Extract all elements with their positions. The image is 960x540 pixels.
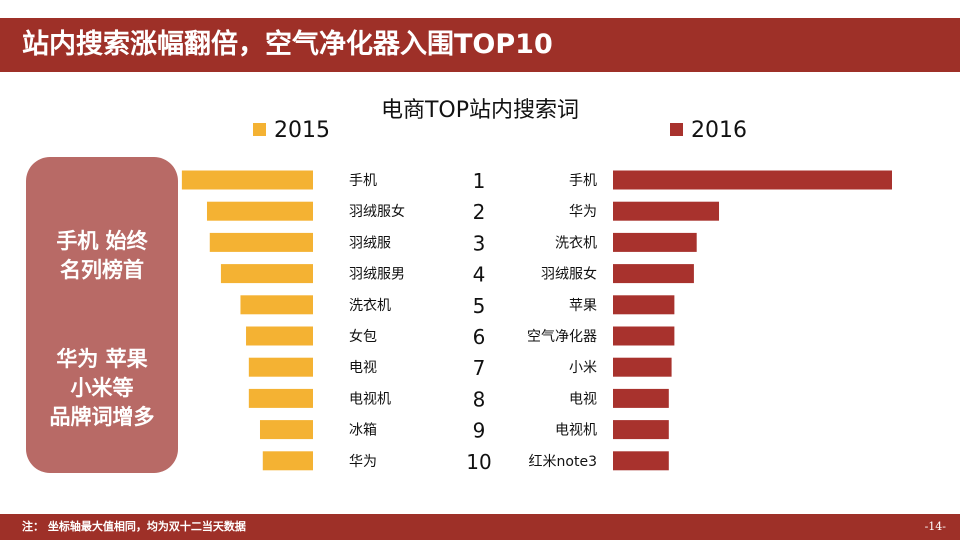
bar-2016 <box>613 264 694 284</box>
label-2015: 羽绒服 <box>349 235 391 251</box>
label-2015: 电视 <box>349 360 377 376</box>
legend-label-2015: 2015 <box>274 118 330 143</box>
label-2015: 手机 <box>349 173 377 189</box>
rank-number: 2 <box>473 200 486 224</box>
bar-2015 <box>240 295 313 315</box>
rank-number: 10 <box>466 450 491 474</box>
label-2016: 小米 <box>569 360 597 376</box>
rank-number: 7 <box>473 356 486 380</box>
bar-2015 <box>246 326 313 346</box>
legend-label-2016: 2016 <box>691 118 747 143</box>
bar-2015 <box>220 264 313 284</box>
label-2015: 洗衣机 <box>349 298 391 314</box>
bar-2016 <box>613 357 672 377</box>
summary-line: 华为 苹果 <box>56 347 148 371</box>
summary-line: 小米等 <box>70 376 134 400</box>
rank-number: 1 <box>473 169 486 193</box>
title-bar: 站内搜索涨幅翻倍，空气净化器入围TOP10 <box>0 18 960 72</box>
label-2015: 电视机 <box>349 391 391 407</box>
bar-2016 <box>613 201 720 221</box>
bar-2016 <box>613 295 675 315</box>
bar-2015 <box>248 357 313 377</box>
label-2015: 冰箱 <box>349 423 377 439</box>
rank-number: 5 <box>473 294 486 318</box>
bar-2015 <box>262 451 313 471</box>
page-title: 站内搜索涨幅翻倍，空气净化器入围TOP10 <box>22 29 553 60</box>
label-2016: 羽绒服女 <box>541 266 597 283</box>
bar-2016 <box>613 420 669 440</box>
rank-number: 4 <box>473 263 486 287</box>
label-2016: 华为 <box>569 204 597 220</box>
summary-line: 名列榜首 <box>60 258 144 282</box>
label-2016: 红米note3 <box>529 454 597 470</box>
bar-2015 <box>259 420 313 440</box>
bar-2016 <box>613 326 675 346</box>
rank-number: 8 <box>473 387 486 411</box>
label-2015: 羽绒服女 <box>349 203 405 220</box>
summary-text-brands: 华为 苹果 小米等 品牌词增多 <box>26 345 178 432</box>
rank-number: 3 <box>473 231 486 255</box>
label-2016: 电视机 <box>555 423 597 439</box>
label-2015: 女包 <box>349 328 377 345</box>
chart-title: 电商TOP站内搜索词 <box>380 98 580 123</box>
bar-2015 <box>206 201 313 221</box>
legend-2016: 2016 <box>670 118 747 143</box>
footer-note: 注： 坐标轴最大值相同，均为双十二当天数据 <box>22 520 246 533</box>
bar-2015 <box>248 388 313 408</box>
legend-swatch-2016 <box>670 123 683 136</box>
summary-line: 手机 始终 <box>56 229 148 253</box>
label-2016: 电视 <box>569 391 597 407</box>
summary-line: 品牌词增多 <box>49 405 155 429</box>
page-number: -14- <box>924 520 946 533</box>
label-2016: 苹果 <box>569 298 597 314</box>
label-2015: 华为 <box>349 454 377 470</box>
rank-number: 6 <box>473 325 486 349</box>
bar-2016 <box>613 388 669 408</box>
legend-swatch-2015 <box>253 123 266 136</box>
legend-2015: 2015 <box>253 118 330 143</box>
summary-box: 手机 始终 名列榜首 华为 苹果 小米等 品牌词增多 <box>26 157 178 473</box>
footer-bar: 注： 坐标轴最大值相同，均为双十二当天数据 -14- <box>0 514 960 540</box>
bar-2016 <box>613 451 669 471</box>
bar-2016 <box>613 232 697 252</box>
bar-2015 <box>181 170 313 190</box>
rank-number: 9 <box>473 419 486 443</box>
label-2016: 空气净化器 <box>527 329 597 345</box>
bar-2015 <box>209 232 313 252</box>
label-2015: 羽绒服男 <box>349 267 405 283</box>
label-2016: 手机 <box>569 173 597 189</box>
label-2016: 洗衣机 <box>555 235 597 251</box>
bar-2016 <box>613 170 892 190</box>
summary-text-phone: 手机 始终 名列榜首 <box>26 227 178 285</box>
